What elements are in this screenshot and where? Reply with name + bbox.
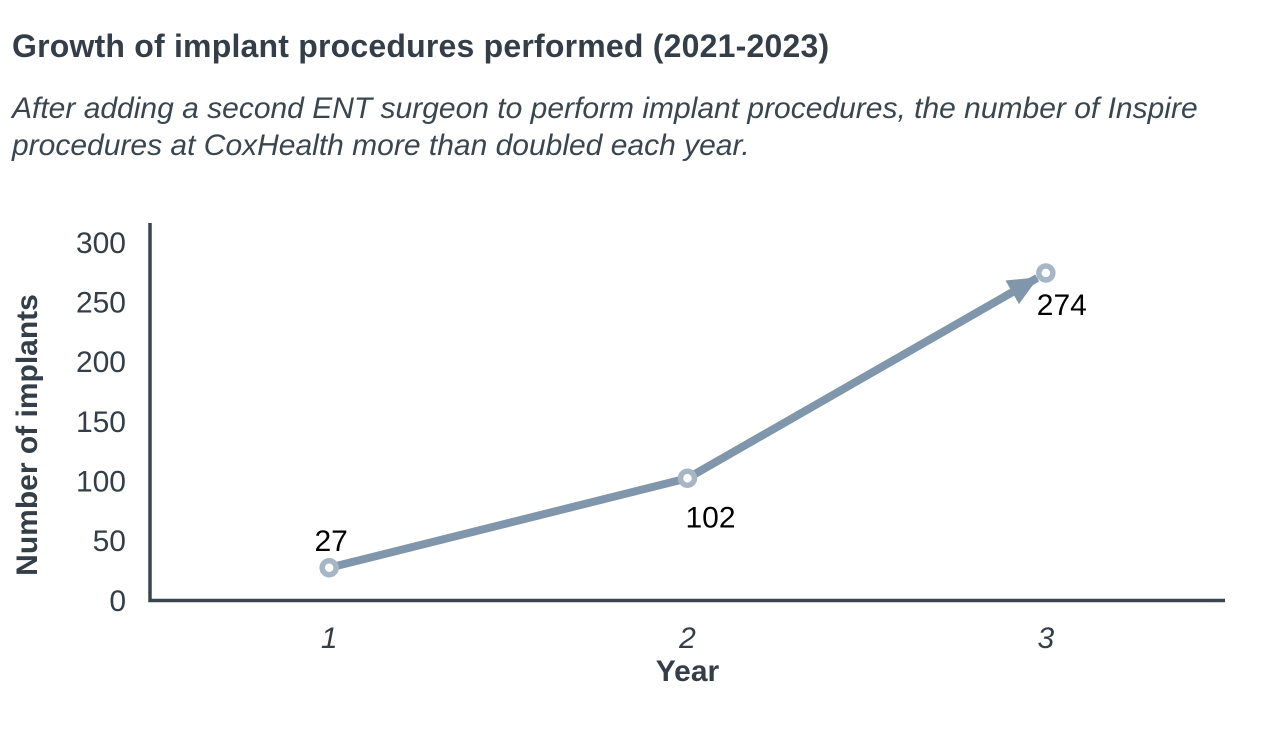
chart-subtitle: After adding a second ENT surgeon to per… <box>12 92 1198 162</box>
axis-lines <box>148 223 1225 603</box>
line-chart-canvas: 0 50 100 150 200 250 300 1 2 3 Year Number of impla… <box>11 223 1225 688</box>
data-point-marker <box>1036 263 1056 283</box>
data-point-marker <box>319 558 339 578</box>
y-axis-title: Number of implants <box>11 294 44 576</box>
data-point-label: 27 <box>314 525 347 558</box>
x-tick-label: 3 <box>1037 622 1054 655</box>
data-point-label: 102 <box>685 501 735 534</box>
data-point-label: 274 <box>1037 289 1087 322</box>
line-chart: 0 50 100 150 200 250 300 1 2 3 Year Number of impla… <box>0 215 1280 746</box>
y-tick-label: 50 <box>93 525 126 558</box>
y-tick-label: 300 <box>76 227 126 260</box>
chart-title: Growth of implant procedures performed (… <box>12 28 830 64</box>
data-line <box>328 274 1040 572</box>
data-point-marker <box>677 468 698 489</box>
y-tick-label: 150 <box>76 406 126 439</box>
y-tick-label: 200 <box>76 346 126 379</box>
x-tick-label: 1 <box>321 622 338 655</box>
y-tick-label: 100 <box>76 465 126 498</box>
y-tick-label: 0 <box>109 585 126 618</box>
x-axis-title: Year <box>656 655 720 688</box>
y-tick-label: 250 <box>76 286 126 319</box>
x-tick-label: 2 <box>678 622 696 655</box>
